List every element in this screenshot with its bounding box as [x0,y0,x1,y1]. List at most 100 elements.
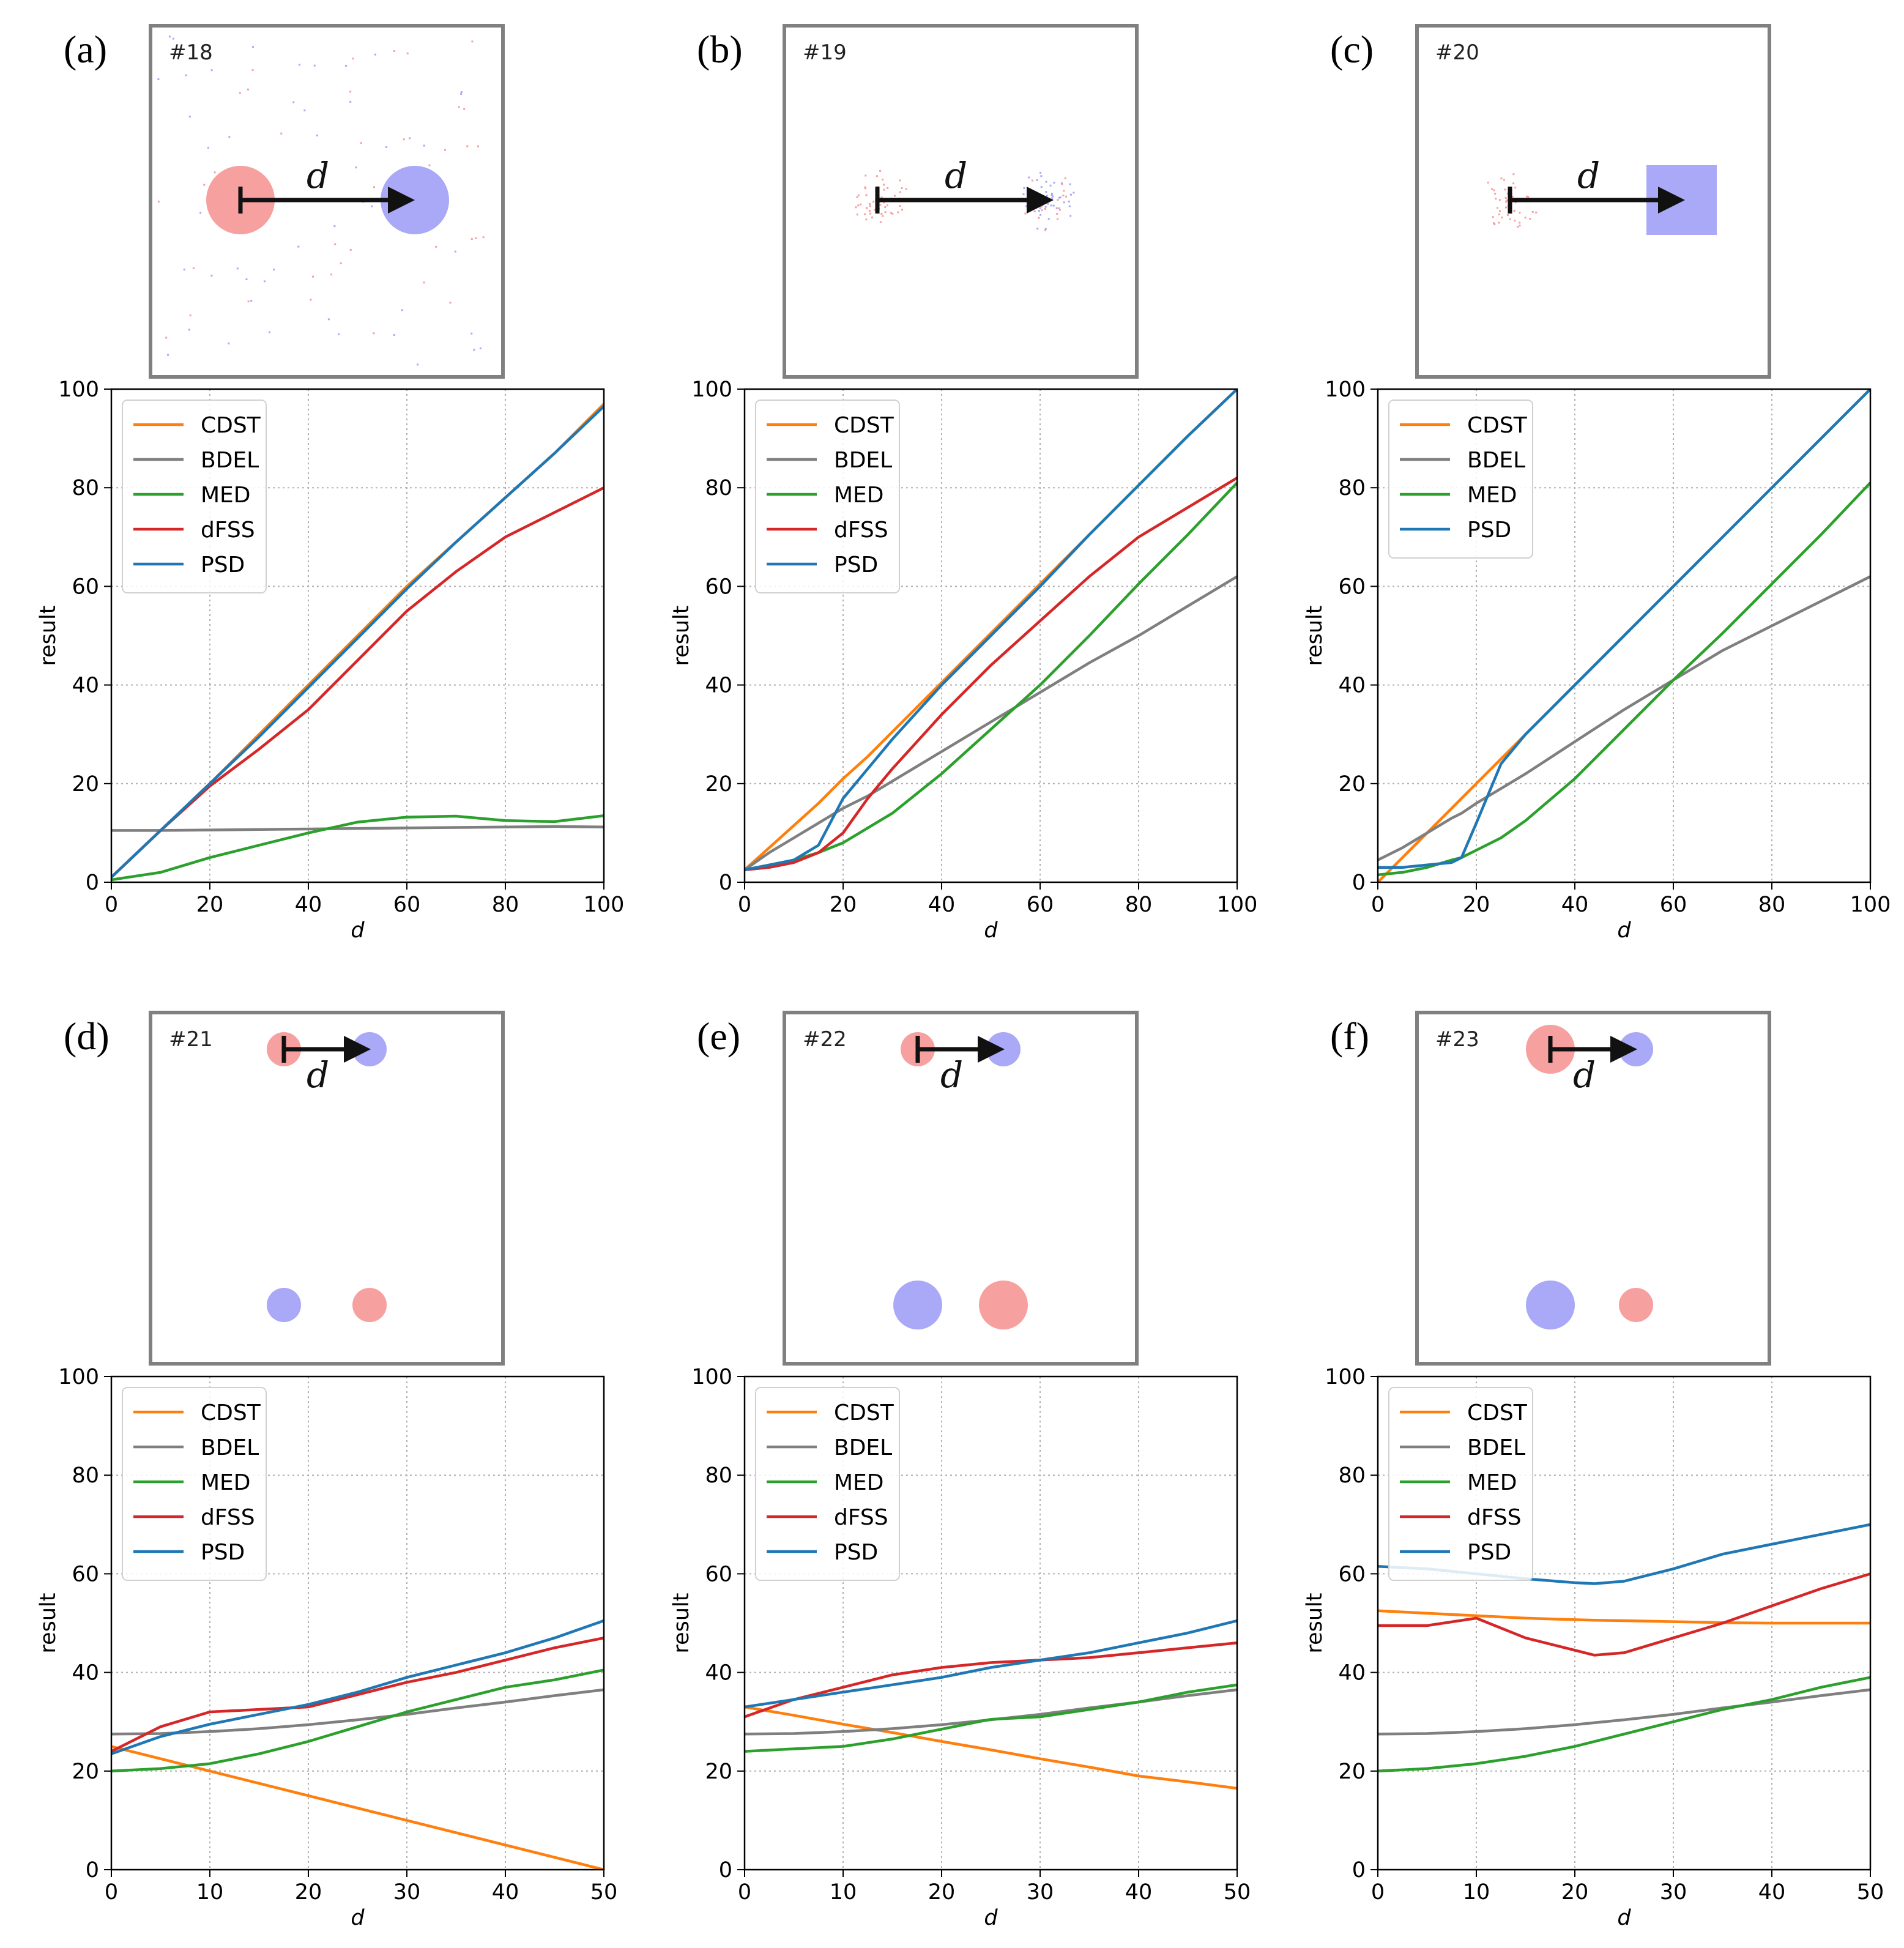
noise-pixel [1504,188,1506,191]
noise-pixel [269,331,271,333]
y-tick-label: 0 [1352,1858,1366,1883]
x-axis-label: d [351,918,365,943]
x-tick-label: 0 [1371,893,1385,917]
noise-pixel [1051,193,1053,195]
noise-pixel [428,164,431,166]
noise-pixel [1506,214,1509,216]
noise-pixel [866,207,868,209]
noise-pixel [1497,207,1499,209]
x-tick-label: 100 [584,893,625,917]
noise-pixel [417,363,419,366]
noise-pixel [373,332,375,335]
noise-pixel [470,332,473,335]
series-line-CDST [745,1705,1237,1790]
x-tick-label: 50 [1857,1880,1884,1905]
axes-frame [743,1375,1238,1871]
noise-pixel [423,281,425,284]
noise-pixel [1526,195,1528,198]
y-axis-label: result [1303,605,1327,666]
x-tick-label: 60 [393,893,421,917]
observed-object-bottom [352,1288,387,1322]
y-tick-label: 60 [72,574,99,599]
legend-box [755,1387,900,1581]
noise-pixel [883,184,885,186]
y-tick-label: 0 [719,1858,732,1883]
legend-entry-BDEL: BDEL [201,448,259,473]
axes-frame [110,1375,605,1871]
series-line-BDEL [1378,575,1870,861]
noise-pixel [1052,195,1054,198]
axes-frame [110,388,605,883]
series-group [1378,389,1870,882]
noise-pixel [1506,192,1509,195]
noise-pixel [1036,228,1039,230]
noise-pixel [1517,226,1519,228]
schematic-6: #23 d [1415,1011,1771,1366]
x-tick-label: 100 [1850,893,1891,917]
legend-entry-dFSS: dFSS [834,1505,888,1530]
y-tick-label: 60 [1338,1562,1366,1586]
schematic-4: #21 d [149,1011,505,1366]
x-axis-label: d [1617,1906,1631,1930]
noise-pixel [157,78,160,81]
noise-pixel [1023,187,1025,189]
noise-pixel [157,200,160,203]
noise-pixel [214,171,216,174]
y-tick-label: 20 [1338,1760,1366,1784]
legend-entry-dFSS: dFSS [1467,1505,1522,1530]
noise-pixel [454,250,456,253]
noise-pixel [1498,221,1500,224]
legend: CDST BDEL MED dFSS PSD [1388,1387,1533,1581]
x-tick-label: 0 [1371,1880,1385,1905]
legend-entry-BDEL: BDEL [1467,448,1525,473]
y-axis-label: result [36,605,61,666]
y-tick-label: 80 [705,476,732,500]
y-axis-label: result [1303,1593,1327,1653]
legend-entry-PSD: PSD [1467,518,1511,543]
noise-pixel [435,245,437,248]
noise-pixel [1028,176,1030,179]
noise-pixel [236,267,239,270]
legend-entry-BDEL: BDEL [1467,1435,1525,1460]
noise-pixel [891,212,894,215]
noise-pixel [1512,173,1515,176]
legend: CDST BDEL MED dFSS PSD [755,400,900,593]
noise-pixel [1057,218,1059,220]
noise-pixel [1529,218,1531,220]
x-tick-label: 30 [393,1880,421,1905]
x-tick-label: 20 [1561,1880,1589,1905]
noise-pixel [865,194,868,196]
noise-pixel [1065,195,1068,198]
noise-pixel [338,333,340,335]
noise-pixel [880,212,883,215]
y-tick-label: 40 [705,1661,732,1686]
y-tick-label: 0 [719,871,732,895]
x-tick-label: 80 [1125,893,1153,917]
noise-pixel [871,216,874,218]
noise-pixel [879,169,882,172]
noise-pixel [239,92,241,94]
noise-pixel [1519,221,1521,224]
x-tick-label: 10 [830,1880,857,1905]
y-tick-label: 100 [1325,377,1366,402]
noise-pixel [245,278,248,281]
noise-pixel [1498,199,1501,201]
series-line-PSD [745,1619,1237,1709]
x-tick-label: 20 [196,893,224,917]
noise-pixel [312,275,314,278]
x-tick-label: 60 [1027,893,1054,917]
noise-pixel [360,142,362,144]
legend: CDST BDEL MED dFSS PSD [122,1387,267,1581]
noise-pixel [460,92,463,95]
schematic-5: #22 d [783,1011,1139,1366]
schematic-3: #20 d [1415,24,1771,379]
noise-pixel [228,136,231,138]
noise-pixel [1068,205,1071,207]
noise-pixel [168,35,171,38]
noise-pixel [1501,216,1503,218]
y-tick-label: 60 [705,574,732,599]
legend-entry-CDST: CDST [201,413,261,438]
noise-pixel [856,214,858,216]
y-tick-label: 100 [1325,1365,1366,1389]
noise-pixel [1051,194,1053,196]
